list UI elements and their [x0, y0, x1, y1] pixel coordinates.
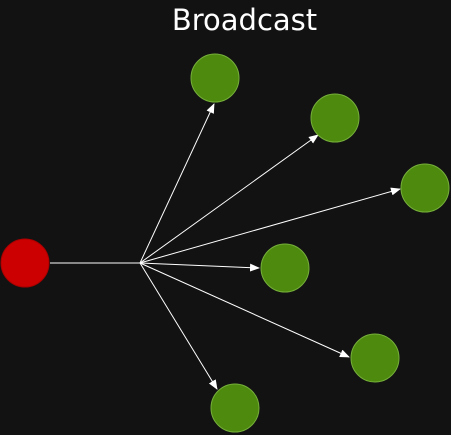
- target-node-1: [190, 53, 240, 103]
- target-node-6: [210, 383, 260, 433]
- target-node-5: [350, 333, 400, 383]
- edge-to-target-4: [139, 262, 260, 272]
- edges-group: [50, 103, 401, 390]
- diagram-title: Broadcast: [171, 3, 318, 37]
- target-node-4: [260, 243, 310, 293]
- edge-to-target-3: [139, 187, 401, 264]
- edge-to-target-6: [139, 262, 218, 390]
- target-node-2: [310, 93, 360, 143]
- edge-to-target-5: [139, 262, 350, 358]
- edge-to-target-1: [139, 103, 215, 264]
- source-node: [0, 238, 50, 288]
- target-node-3: [400, 163, 450, 213]
- nodes-group: [0, 53, 450, 433]
- edge-to-target-2: [139, 134, 319, 264]
